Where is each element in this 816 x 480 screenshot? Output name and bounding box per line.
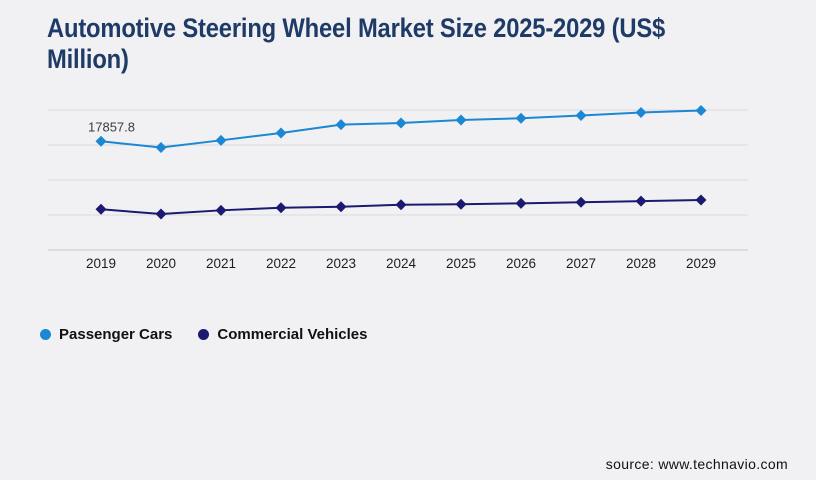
data-point-marker-passenger-cars[interactable] bbox=[515, 112, 527, 124]
data-point-marker-passenger-cars[interactable] bbox=[455, 114, 467, 126]
x-axis-label: 2025 bbox=[446, 256, 476, 271]
data-point-marker-commercial-vehicles[interactable] bbox=[635, 195, 647, 207]
data-point-marker-commercial-vehicles[interactable] bbox=[695, 194, 707, 206]
x-axis-label: 2020 bbox=[146, 256, 176, 271]
data-point-marker-passenger-cars[interactable] bbox=[215, 134, 227, 146]
legend-item-passenger-cars[interactable]: Passenger Cars bbox=[40, 326, 172, 343]
x-axis-label: 2023 bbox=[326, 256, 356, 271]
data-point-marker-commercial-vehicles[interactable] bbox=[215, 204, 227, 216]
data-point-marker-passenger-cars[interactable] bbox=[575, 109, 587, 121]
data-point-marker-commercial-vehicles[interactable] bbox=[515, 197, 527, 209]
line-chart: 2019 2020 2021 2022 2023 2024 2025 2026 2027 2028… bbox=[48, 104, 748, 271]
data-point-label: 17857.8 bbox=[88, 119, 135, 134]
chart-title: Automotive Steering Wheel Market Size 20… bbox=[47, 13, 749, 75]
data-point-marker-passenger-cars[interactable] bbox=[635, 106, 647, 118]
x-axis-label: 2029 bbox=[686, 256, 716, 271]
legend-dot-icon bbox=[198, 329, 210, 340]
legend-dot-icon bbox=[40, 329, 51, 340]
x-axis-label: 2021 bbox=[206, 256, 236, 271]
x-axis-label: 2019 bbox=[86, 256, 116, 271]
data-point-marker-passenger-cars[interactable] bbox=[155, 141, 167, 153]
chart-title-line1: Automotive Steering Wheel Market Size 20… bbox=[47, 13, 666, 43]
data-point-marker-passenger-cars[interactable] bbox=[335, 119, 347, 131]
legend-label-commercial-vehicles: Commercial Vehicles bbox=[217, 326, 368, 343]
data-point-marker-commercial-vehicles[interactable] bbox=[275, 202, 287, 214]
data-point-marker-passenger-cars[interactable] bbox=[395, 117, 407, 129]
data-point-marker-commercial-vehicles[interactable] bbox=[155, 208, 167, 220]
x-axis-label: 2026 bbox=[506, 256, 536, 271]
chart-legend: Passenger Cars Commercial Vehicles bbox=[40, 326, 368, 343]
data-point-marker-commercial-vehicles[interactable] bbox=[575, 196, 587, 208]
x-axis-label: 2028 bbox=[626, 256, 656, 271]
data-point-marker-passenger-cars[interactable] bbox=[695, 104, 707, 116]
legend-label-passenger-cars: Passenger Cars bbox=[59, 326, 173, 343]
legend-item-commercial-vehicles[interactable]: Commercial Vehicles bbox=[198, 326, 368, 343]
source-attribution: source: www.technavio.com bbox=[605, 456, 788, 472]
x-axis-label: 2027 bbox=[566, 256, 596, 271]
data-point-marker-commercial-vehicles[interactable] bbox=[455, 198, 467, 210]
x-axis-label: 2022 bbox=[266, 256, 296, 271]
data-point-marker-commercial-vehicles[interactable] bbox=[395, 199, 407, 211]
data-point-marker-passenger-cars[interactable] bbox=[95, 135, 107, 147]
chart-title-line2: Million) bbox=[47, 44, 129, 74]
data-point-marker-commercial-vehicles[interactable] bbox=[95, 203, 107, 215]
data-point-marker-passenger-cars[interactable] bbox=[275, 127, 287, 139]
x-axis-label: 2024 bbox=[386, 256, 417, 271]
series-line-passenger-cars bbox=[100, 109, 702, 149]
data-point-marker-commercial-vehicles[interactable] bbox=[335, 201, 347, 213]
